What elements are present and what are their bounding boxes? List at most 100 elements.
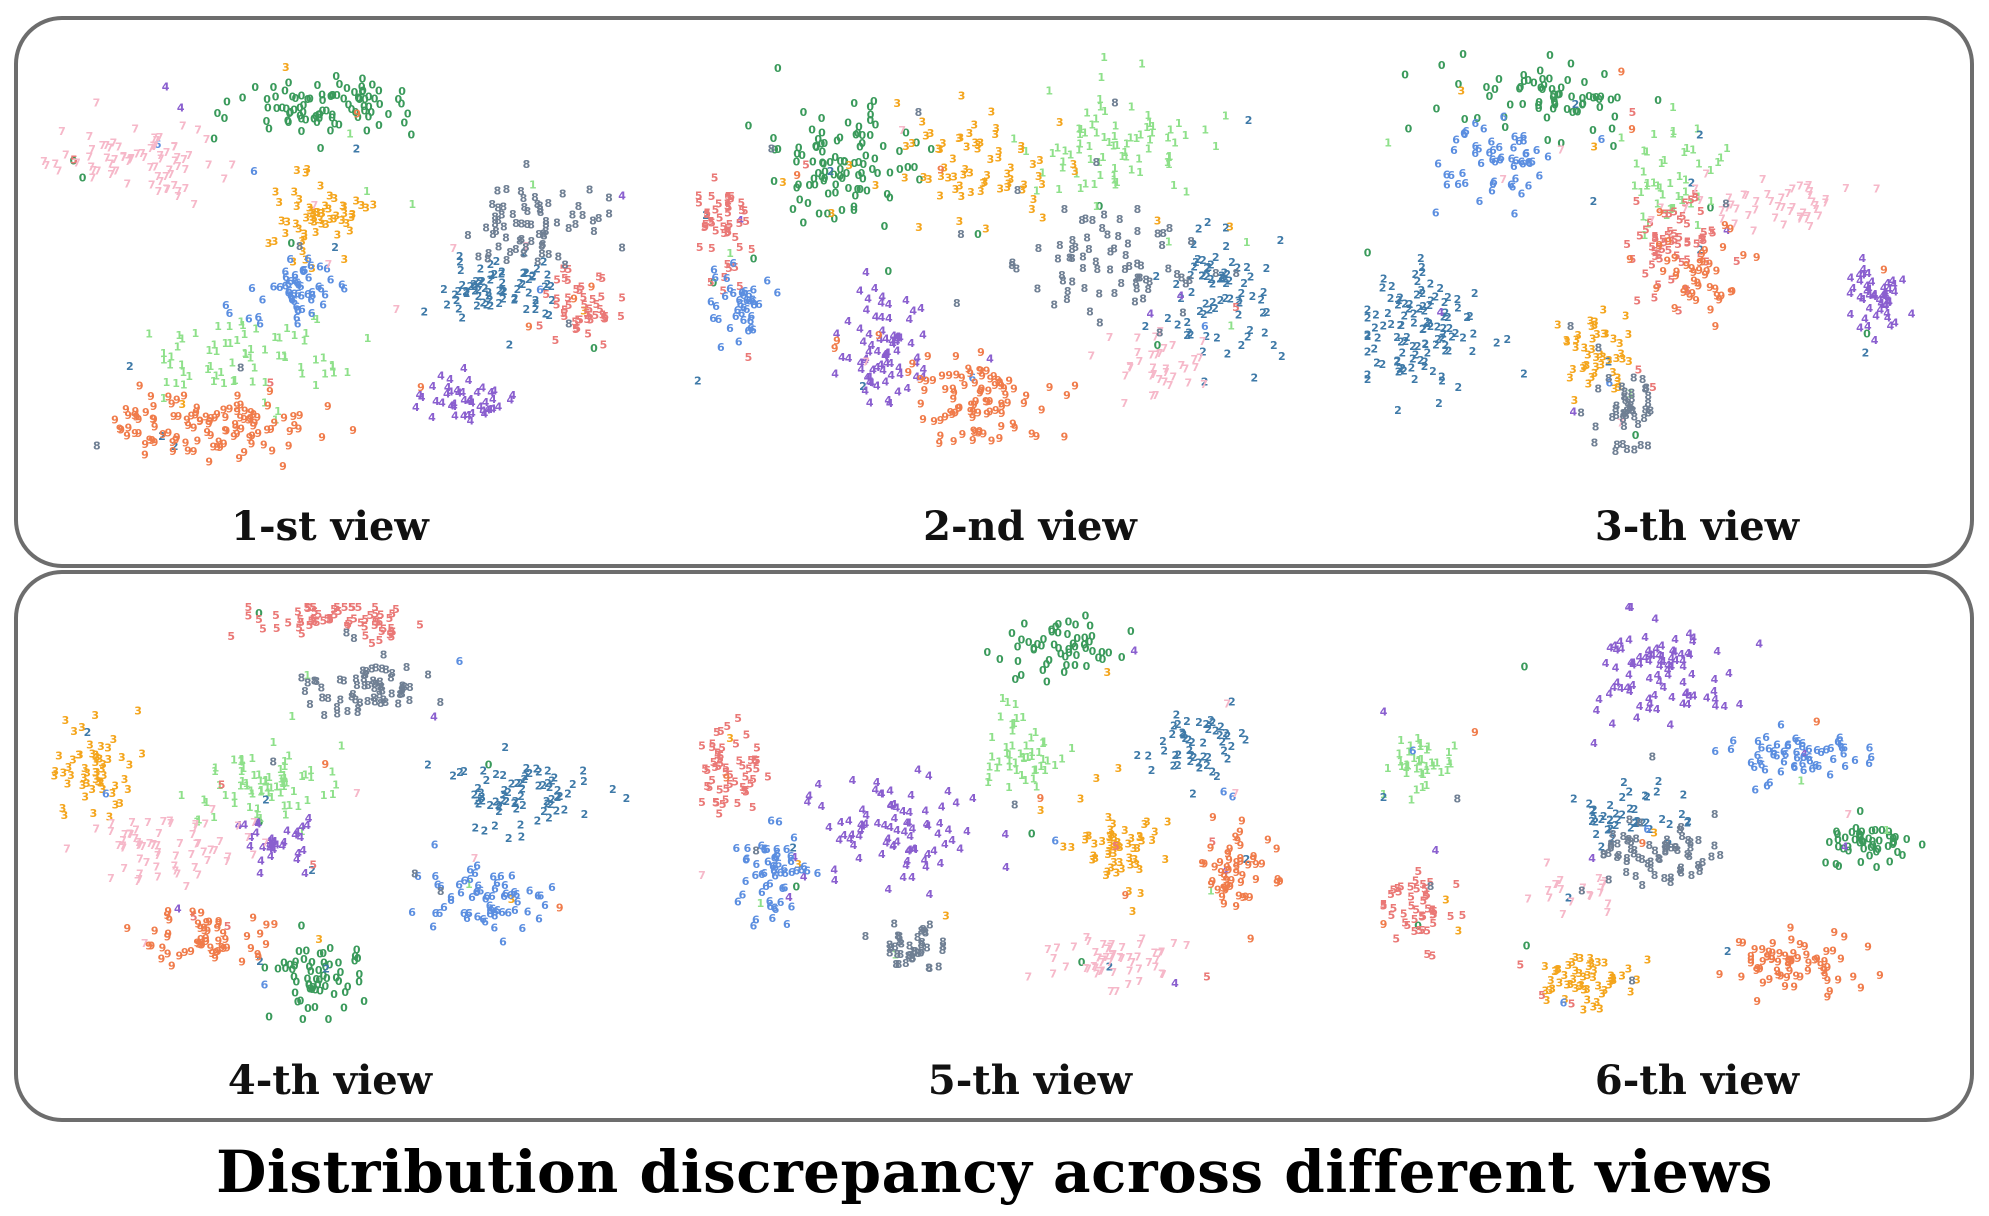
scatter-point-digit-0: 0 <box>793 182 801 195</box>
scatter-point-digit-7: 7 <box>1135 963 1143 976</box>
scatter-point-digit-5: 5 <box>735 754 743 767</box>
scatter-point-digit-8: 8 <box>1081 282 1089 295</box>
scatter-point-digit-3: 3 <box>1591 367 1599 380</box>
scatter-point-digit-7: 7 <box>174 868 182 881</box>
scatter-point-digit-8: 8 <box>1092 256 1100 269</box>
scatter-point-digit-1: 1 <box>1143 121 1151 134</box>
scatter-point-digit-5: 5 <box>600 339 608 352</box>
scatter-point-digit-7: 7 <box>1096 965 1104 978</box>
scatter-point-digit-9: 9 <box>169 445 177 458</box>
scatter-point-digit-8: 8 <box>333 701 341 714</box>
scatter-point-digit-7: 7 <box>155 827 163 840</box>
scatter-point-digit-0: 0 <box>352 106 360 119</box>
scatter-point-digit-6: 6 <box>1813 744 1821 757</box>
scatter-point-digit-1: 1 <box>1039 753 1047 766</box>
scatter-point-digit-5: 5 <box>326 612 334 625</box>
scatter-point-digit-2: 2 <box>1631 816 1639 829</box>
scatter-point-digit-8: 8 <box>1677 866 1685 879</box>
scatter-point-digit-3: 3 <box>1602 328 1610 341</box>
scatter-point-digit-6: 6 <box>735 294 743 307</box>
scatter-point-digit-2: 2 <box>1471 287 1479 300</box>
scatter-point-digit-1: 1 <box>257 786 265 799</box>
scatter-point-digit-0: 0 <box>859 173 867 186</box>
scatter-point-digit-4: 4 <box>883 357 891 370</box>
scatter-point-digit-3: 3 <box>1110 847 1118 860</box>
scatter-point-digit-3: 3 <box>580 305 588 318</box>
scatter-point-digit-9: 9 <box>1683 259 1691 272</box>
scatter-point-digit-8: 8 <box>518 218 526 231</box>
scatter-point-digit-8: 8 <box>1620 391 1628 404</box>
scatter-point-digit-7: 7 <box>1136 938 1144 951</box>
scatter-point-digit-6: 6 <box>1461 128 1469 141</box>
scatter-point-digit-9: 9 <box>1233 856 1241 869</box>
scatter-point-digit-3: 3 <box>1579 970 1587 983</box>
scatter-point-digit-2: 2 <box>470 278 478 291</box>
scatter-point-digit-3: 3 <box>939 137 947 150</box>
scatter-point-digit-8: 8 <box>862 930 870 943</box>
scatter-point-digit-1: 1 <box>172 377 180 390</box>
scatter-point-digit-1: 1 <box>241 347 249 360</box>
scatter-point-digit-0: 0 <box>868 163 876 176</box>
scatter-point-digit-3: 3 <box>326 190 334 203</box>
scatter-point-digit-4: 4 <box>1664 669 1672 682</box>
scatter-point-digit-7: 7 <box>898 124 906 137</box>
scatter-point-digit-0: 0 <box>1835 860 1843 873</box>
scatter-point-digit-0: 0 <box>911 161 919 174</box>
scatter-point-digit-0: 0 <box>255 607 263 620</box>
scatter-point-digit-5: 5 <box>736 241 744 254</box>
scatter-point-digit-2: 2 <box>1209 716 1217 729</box>
scatter-point-digit-9: 9 <box>222 411 230 424</box>
scatter-point-digit-2: 2 <box>455 303 463 316</box>
scatter-point-digit-6: 6 <box>456 655 464 668</box>
scatter-point-digit-8: 8 <box>1111 287 1119 300</box>
scatter-point-digit-6: 6 <box>1765 743 1773 756</box>
scatter-point-digit-2: 2 <box>1217 294 1225 307</box>
scatter-point-digit-8: 8 <box>1035 242 1043 255</box>
scatter-point-digit-5: 5 <box>703 764 711 777</box>
scatter-point-digit-5: 5 <box>357 617 365 630</box>
scatter-point-digit-0: 0 <box>1595 93 1603 106</box>
scatter-point-digit-4: 4 <box>1658 639 1666 652</box>
scatter-point-digit-2: 2 <box>514 283 522 296</box>
scatter-point-digit-9: 9 <box>202 410 210 423</box>
scatter-point-digit-9: 9 <box>1849 971 1857 984</box>
scatter-point-digit-3: 3 <box>1115 762 1123 775</box>
scatter-point-digit-2: 2 <box>475 290 483 303</box>
scatter-point-digit-2: 2 <box>1222 221 1230 234</box>
scatter-point-digit-9: 9 <box>290 410 298 423</box>
scatter-point-digit-0: 0 <box>1856 805 1864 818</box>
scatter-point-digit-6: 6 <box>1836 731 1844 744</box>
scatter-point-digit-2: 2 <box>1222 727 1230 740</box>
scatter-point-digit-4: 4 <box>902 859 910 872</box>
scatter-point-digit-9: 9 <box>266 385 274 398</box>
scatter-point-digit-1: 1 <box>1054 142 1062 155</box>
scatter-point-digit-9: 9 <box>193 937 201 950</box>
scatter-point-digit-2: 2 <box>1388 280 1396 293</box>
scatter-point-digit-2: 2 <box>1608 832 1616 845</box>
scatter-point-digit-3: 3 <box>1108 829 1116 842</box>
scatter-point-digit-2: 2 <box>1639 817 1647 830</box>
scatter-point-digit-3: 3 <box>996 183 1004 196</box>
scatter-point-digit-7: 7 <box>154 170 162 183</box>
scatter-point-digit-8: 8 <box>494 185 502 198</box>
scatter-point-digit-4: 4 <box>893 824 901 837</box>
scatter-point-digit-1: 1 <box>330 367 338 380</box>
scatter-point-digit-1: 1 <box>1413 762 1421 775</box>
scatter-point-digit-4: 4 <box>893 335 901 348</box>
scatter-point-digit-8: 8 <box>1093 263 1101 276</box>
scatter-point-digit-4: 4 <box>736 214 744 227</box>
scatter-point-digit-6: 6 <box>1777 765 1785 778</box>
scatter-point-digit-5: 5 <box>736 217 744 230</box>
scatter-point-digit-8: 8 <box>906 940 914 953</box>
scatter-point-digit-1: 1 <box>1410 752 1418 765</box>
scatter-point-digit-5: 5 <box>341 601 349 614</box>
scatter-point-digit-1: 1 <box>1146 117 1154 130</box>
scatter-point-digit-8: 8 <box>512 217 520 230</box>
scatter-point-digit-7: 7 <box>127 154 135 167</box>
scatter-point-digit-9: 9 <box>223 942 231 955</box>
scatter-point-digit-0: 0 <box>805 179 813 192</box>
scatter-point-digit-6: 6 <box>798 864 806 877</box>
scatter-point-digit-8: 8 <box>1605 847 1613 860</box>
scatter-point-digit-0: 0 <box>1551 99 1559 112</box>
scatter-point-digit-8: 8 <box>380 648 388 661</box>
